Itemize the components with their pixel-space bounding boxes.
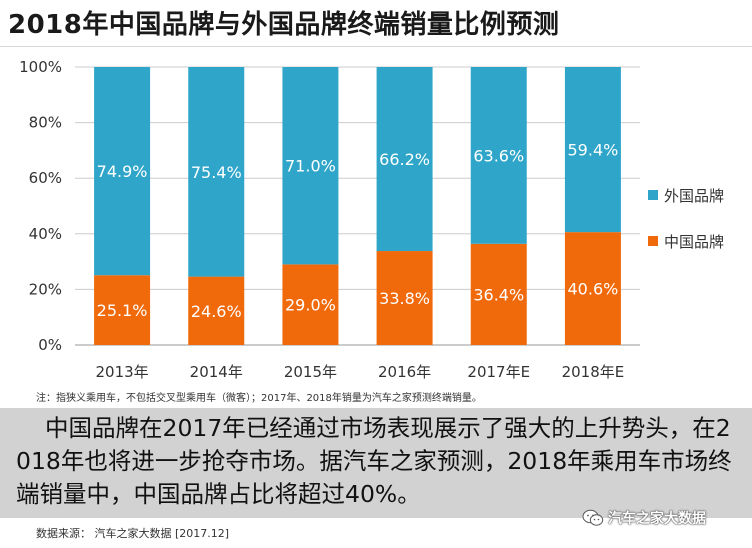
x-tick-label: 2015年: [284, 363, 337, 381]
wechat-icon: [582, 509, 604, 526]
y-tick-label: 100%: [19, 58, 62, 76]
bar-chinese: [282, 264, 339, 345]
data-label-chinese: 24.6%: [191, 302, 242, 321]
x-tick-label: 2016年: [378, 363, 431, 381]
bar-foreign: [470, 67, 527, 244]
data-label-foreign: 59.4%: [568, 141, 619, 160]
y-tick-label: 60%: [29, 169, 62, 187]
bar-foreign: [94, 67, 151, 276]
bar-foreign: [188, 67, 245, 277]
summary-text: 中国品牌在2017年已经通过市场表现展示了强大的上升势头，在2018年也将进一步…: [16, 414, 732, 508]
legend-label-foreign: 外国品牌: [664, 186, 725, 205]
data-label-foreign: 74.9%: [97, 162, 148, 181]
bar-chinese: [94, 275, 151, 345]
bar-foreign: [564, 67, 621, 233]
bar-chinese: [470, 243, 527, 345]
data-label-foreign: 63.6%: [473, 146, 524, 165]
chart-footnote: 注：指狭义乘用车，不包括交叉型乘用车（微客）；2017年、2018年销量为汽车之…: [36, 393, 482, 404]
bar-foreign: [376, 67, 433, 252]
x-tick-label: 2013年: [95, 363, 148, 381]
y-tick-label: 20%: [29, 280, 62, 298]
legend-label-chinese: 中国品牌: [664, 232, 725, 251]
wechat-label: 汽车之家大数据: [608, 511, 706, 527]
chart-title: 2018年中国品牌与外国品牌终端销量比例预测: [8, 10, 560, 40]
y-tick-label: 0%: [38, 336, 62, 354]
data-label-foreign: 71.0%: [285, 157, 336, 176]
data-label-foreign: 66.2%: [379, 150, 430, 169]
chart-legend: 外国品牌 中国品牌: [648, 183, 724, 275]
y-tick-label: 80%: [29, 114, 62, 132]
data-label-chinese: 40.6%: [568, 280, 619, 299]
wechat-watermark: 汽车之家大数据: [582, 508, 706, 528]
bar-chinese: [376, 251, 433, 345]
title-divider: [0, 46, 752, 47]
y-tick-label: 40%: [29, 225, 62, 243]
legend-swatch-chinese: [648, 236, 658, 246]
bar-chinese: [188, 276, 245, 345]
x-tick-label: 2018年E: [562, 363, 625, 381]
legend-item-chinese: 中国品牌: [648, 229, 724, 253]
data-label-chinese: 29.0%: [285, 296, 336, 315]
stacked-bar-chart: 0% 20% 40% 60% 80% 100% 74.9% 25.1% 2013年 75.4% 24…: [19, 58, 640, 381]
data-source: 数据来源： 汽车之家大数据 [2017.12]: [36, 527, 230, 540]
bar-chinese: [564, 232, 621, 345]
data-label-foreign: 75.4%: [191, 163, 242, 182]
x-tick-label: 2014年: [190, 363, 243, 381]
x-tick-label: 2017年E: [467, 363, 530, 381]
data-label-chinese: 33.8%: [379, 289, 430, 308]
legend-item-foreign: 外国品牌: [648, 183, 724, 207]
bar-foreign: [282, 67, 339, 265]
legend-swatch-foreign: [648, 190, 658, 200]
summary-panel: [0, 408, 752, 518]
data-label-chinese: 36.4%: [473, 285, 524, 304]
data-label-chinese: 25.1%: [97, 301, 148, 320]
